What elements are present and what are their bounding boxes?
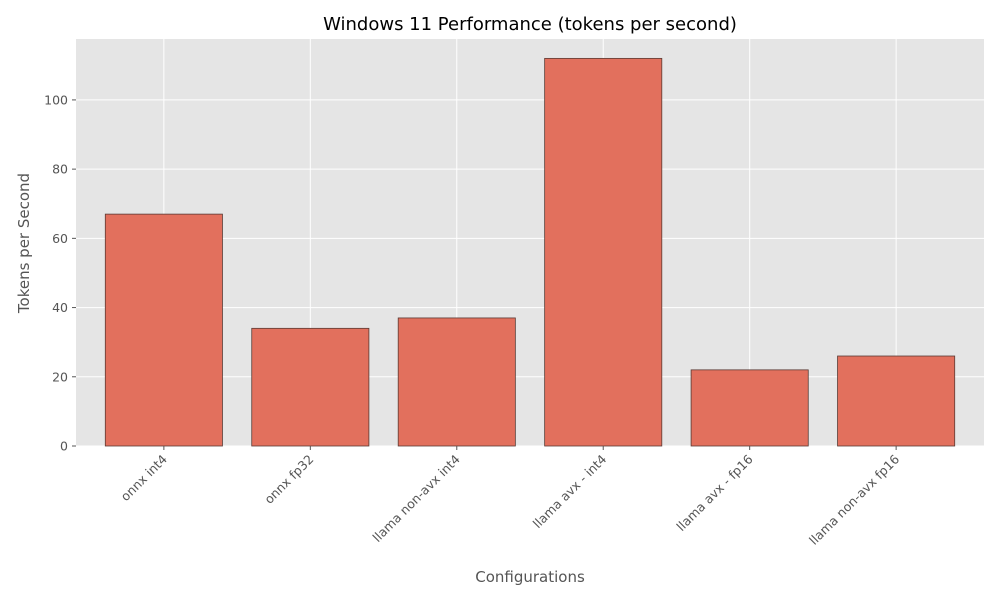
plot-area	[76, 39, 984, 446]
y-tick-label: 100	[44, 92, 68, 107]
bar-llama-non-avx-fp16	[837, 355, 956, 447]
bar-onnx-int4	[104, 213, 223, 447]
y-tick-label: 80	[52, 162, 68, 177]
y-axis-ticks: 0 20 40 60 80 100	[44, 92, 76, 454]
bar-llama-avx-int4	[544, 57, 663, 447]
x-tick-label: onnx int4	[118, 451, 170, 503]
y-tick-label: 0	[60, 439, 68, 454]
y-tick-label: 20	[52, 369, 68, 384]
y-axis-label: Tokens per Second	[15, 173, 33, 314]
x-axis-label: Configurations	[475, 568, 585, 586]
y-tick-label: 60	[52, 231, 68, 246]
bar-llama-non-avx-int4	[397, 317, 516, 447]
x-tick-label: llama avx - int4	[530, 451, 610, 531]
x-tick-label: llama non-avx fp16	[806, 451, 902, 547]
bar-llama-avx-fp16	[690, 369, 809, 447]
chart-title: Windows 11 Performance (tokens per secon…	[323, 14, 737, 35]
x-axis-ticks: onnx int4 onnx fp32 llama non-avx int4 llam…	[118, 446, 902, 548]
y-tick-label: 40	[52, 300, 68, 315]
x-tick-label: llama avx - fp16	[673, 451, 755, 533]
x-tick-label: llama non-avx int4	[369, 451, 462, 544]
x-tick-label: onnx fp32	[261, 452, 316, 507]
bar-onnx-fp32	[251, 327, 370, 447]
bars	[104, 57, 956, 447]
